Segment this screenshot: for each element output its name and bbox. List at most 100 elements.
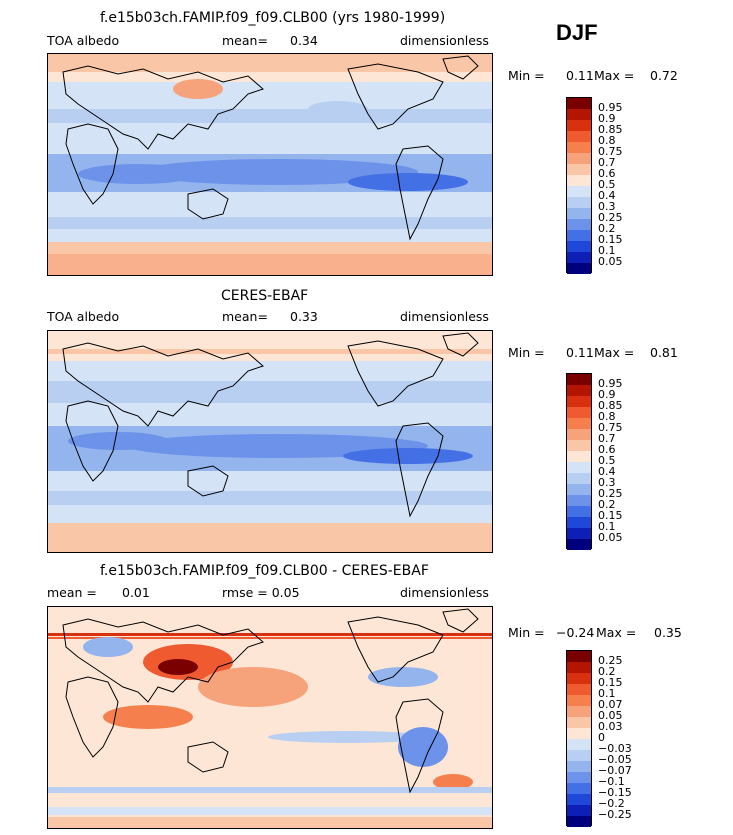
- colorbar-swatch: [567, 662, 591, 673]
- colorbar-swatch: [567, 109, 591, 120]
- colorbar-swatch: [567, 407, 591, 418]
- colorbar-swatch: [567, 473, 591, 484]
- panel1-max-value: 0.72: [650, 68, 678, 83]
- colorbar-label: 0.9: [598, 388, 616, 401]
- colorbar-swatch: [567, 772, 591, 783]
- panel1-colorbar: [566, 97, 592, 274]
- colorbar-swatch: [567, 517, 591, 528]
- colorbar-swatch: [567, 706, 591, 717]
- colorbar-label: 0.07: [598, 698, 623, 711]
- colorbar-swatch: [567, 695, 591, 706]
- panel3-mean-value: 0.01: [122, 585, 150, 600]
- panel1-variable-label: TOA albedo: [47, 33, 120, 48]
- panel1-max-label: Max =: [594, 68, 635, 83]
- colorbar-label: 0.7: [598, 156, 616, 169]
- colorbar-swatch: [567, 164, 591, 175]
- panel3-max-value: 0.35: [654, 625, 682, 640]
- colorbar-label: 0.5: [598, 454, 616, 467]
- colorbar-label: −0.1: [598, 775, 625, 788]
- colorbar-label: 0.25: [598, 211, 623, 224]
- colorbar-swatch: [567, 175, 591, 186]
- colorbar-swatch: [567, 219, 591, 230]
- colorbar-label: 0.95: [598, 101, 623, 114]
- colorbar-label: 0.1: [598, 244, 616, 257]
- colorbar-label: 0.9: [598, 112, 616, 125]
- colorbar-label: 0.8: [598, 410, 616, 423]
- colorbar-label: 0.6: [598, 443, 616, 456]
- panel3-title: f.e15b03ch.FAMIP.f09_f09.CLB00 - CERES-E…: [100, 563, 429, 579]
- colorbar-label: 0.05: [598, 709, 623, 722]
- panel2-map: [47, 330, 493, 553]
- colorbar-swatch: [567, 750, 591, 761]
- colorbar-swatch: [567, 539, 591, 550]
- colorbar-label: 0.95: [598, 377, 623, 390]
- colorbar-swatch: [567, 528, 591, 539]
- panel3-min-value: −0.24: [556, 625, 595, 640]
- colorbar-swatch: [567, 385, 591, 396]
- colorbar-label: 0.05: [598, 531, 623, 544]
- colorbar-swatch: [567, 208, 591, 219]
- colorbar-swatch: [567, 495, 591, 506]
- colorbar-swatch: [567, 197, 591, 208]
- colorbar-swatch: [567, 816, 591, 827]
- colorbar-label: 0.15: [598, 509, 623, 522]
- panel2-max-label: Max =: [594, 345, 635, 360]
- panel1-min-label: Min =: [508, 68, 545, 83]
- colorbar-label: 0.85: [598, 123, 623, 136]
- colorbar-label: 0.7: [598, 432, 616, 445]
- colorbar-label: 0.4: [598, 465, 616, 478]
- colorbar-swatch: [567, 120, 591, 131]
- panel2-min-label: Min =: [508, 345, 545, 360]
- colorbar-swatch: [567, 418, 591, 429]
- colorbar-label: 0: [598, 731, 605, 744]
- colorbar-swatch: [567, 374, 591, 385]
- colorbar-swatch: [567, 728, 591, 739]
- colorbar-label: 0.2: [598, 222, 616, 235]
- colorbar-swatch: [567, 451, 591, 462]
- colorbar-swatch: [567, 429, 591, 440]
- colorbar-label: 0.4: [598, 189, 616, 202]
- colorbar-swatch: [567, 673, 591, 684]
- colorbar-swatch: [567, 241, 591, 252]
- colorbar-label: 0.75: [598, 421, 623, 434]
- colorbar-swatch: [567, 805, 591, 816]
- colorbar-label: 0.05: [598, 255, 623, 268]
- colorbar-swatch: [567, 651, 591, 662]
- panel2-variable-label: TOA albedo: [47, 309, 120, 324]
- colorbar-swatch: [567, 98, 591, 109]
- colorbar-swatch: [567, 462, 591, 473]
- colorbar-label: −0.03: [598, 742, 632, 755]
- colorbar-swatch: [567, 252, 591, 263]
- panel2-units: dimensionless: [400, 309, 489, 324]
- colorbar-label: 0.3: [598, 200, 616, 213]
- colorbar-swatch: [567, 717, 591, 728]
- colorbar-label: −0.15: [598, 786, 632, 799]
- colorbar-swatch: [567, 484, 591, 495]
- panel3-mean-label: mean =: [47, 585, 97, 600]
- colorbar-label: 0.1: [598, 687, 616, 700]
- panel3-colorbar: [566, 650, 592, 827]
- panel3-map: [47, 606, 493, 829]
- panel3-rmse: rmse = 0.05: [222, 585, 300, 600]
- panel1-mean-value: 0.34: [290, 33, 318, 48]
- colorbar-label: 0.2: [598, 665, 616, 678]
- season-label: DJF: [556, 20, 598, 45]
- colorbar-label: 0.25: [598, 487, 623, 500]
- panel2-max-value: 0.81: [650, 345, 678, 360]
- colorbar-label: −0.2: [598, 797, 625, 810]
- panel2-min-value: 0.11: [566, 345, 594, 360]
- colorbar-swatch: [567, 761, 591, 772]
- colorbar-swatch: [567, 794, 591, 805]
- panel2-mean-label: mean=: [222, 309, 268, 324]
- colorbar-swatch: [567, 230, 591, 241]
- colorbar-swatch: [567, 186, 591, 197]
- panel2-title: CERES-EBAF: [221, 288, 309, 304]
- panel3-min-label: Min =: [508, 625, 545, 640]
- panel2-mean-value: 0.33: [290, 309, 318, 324]
- colorbar-label: 0.15: [598, 676, 623, 689]
- colorbar-label: 0.15: [598, 233, 623, 246]
- colorbar-label: −0.05: [598, 753, 632, 766]
- colorbar-swatch: [567, 506, 591, 517]
- colorbar-label: −0.25: [598, 808, 632, 821]
- colorbar-swatch: [567, 263, 591, 274]
